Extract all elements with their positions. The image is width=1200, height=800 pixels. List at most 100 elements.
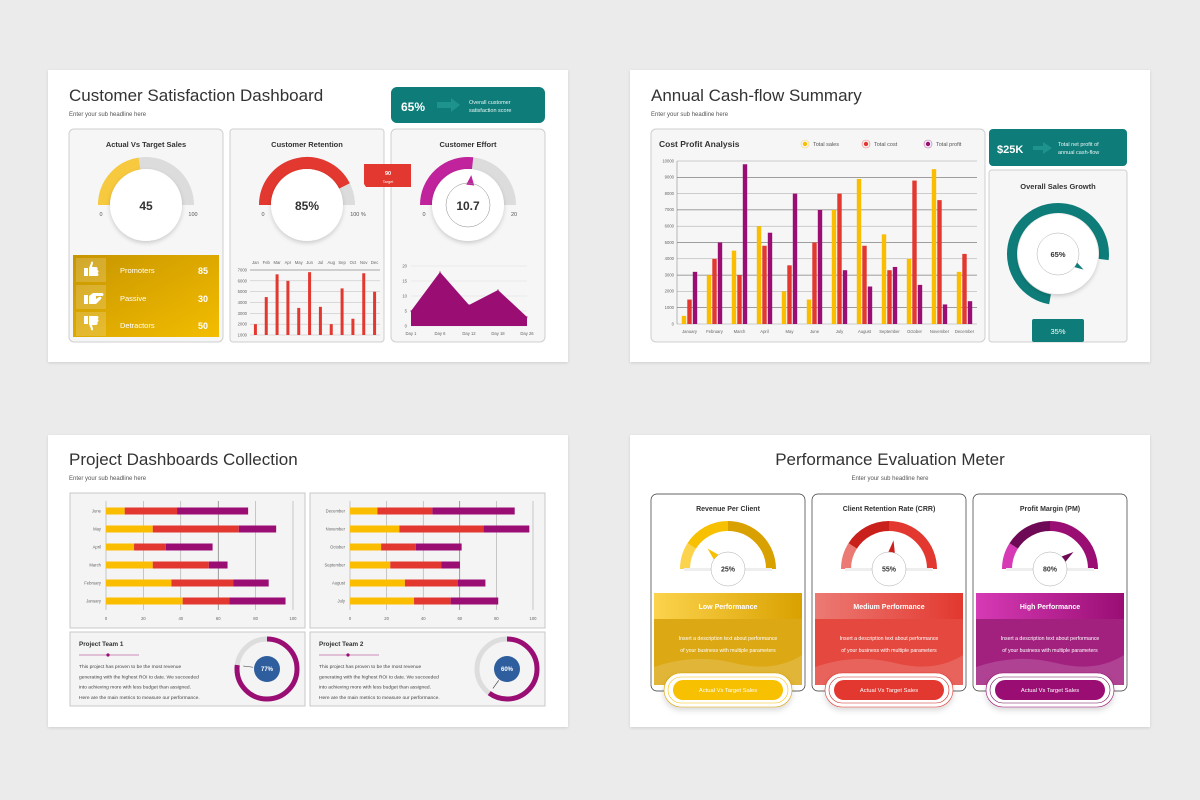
slide-performance[interactable]: Performance Evaluation Meter Enter your … bbox=[630, 435, 1150, 727]
actual-vs-target-button[interactable]: Actual Vs Target Sales bbox=[834, 680, 944, 700]
team-description-line: into achieving more with less budget tha… bbox=[79, 685, 191, 691]
team-description-line: generating with the highest ROI to date.… bbox=[319, 674, 439, 680]
slide-canvas: Annual Cash-flow Summary Enter your sub … bbox=[650, 86, 1128, 343]
gauge-segment bbox=[687, 521, 729, 549]
x-tick-label: Jul bbox=[318, 260, 323, 265]
x-tick-label: February bbox=[706, 329, 724, 334]
thumbs-up-icon bbox=[84, 261, 99, 276]
bar-total-sales bbox=[781, 291, 787, 324]
button-label[interactable]: Actual Vs Target Sales bbox=[860, 688, 918, 694]
x-tick-label: 20 bbox=[141, 616, 146, 621]
level-header bbox=[976, 593, 1124, 619]
data-point bbox=[410, 310, 412, 312]
bar-segment bbox=[350, 597, 415, 605]
y-tick-label: 7000 bbox=[665, 207, 675, 212]
bar-total-profit bbox=[867, 286, 873, 324]
bar-segment bbox=[177, 507, 249, 515]
remaining-value: 35% bbox=[1050, 327, 1065, 336]
button-label[interactable]: Actual Vs Target Sales bbox=[1021, 688, 1079, 694]
legend-marker-ring bbox=[923, 139, 933, 149]
bar-total-profit bbox=[692, 271, 698, 324]
button-body[interactable] bbox=[995, 680, 1105, 700]
team-description-line: This project has proven to be the most r… bbox=[319, 664, 421, 670]
x-tick-label: Mar bbox=[273, 260, 281, 265]
team-title: Project Team 1 bbox=[79, 641, 124, 648]
bar-total-sales bbox=[831, 209, 837, 324]
thumbs-down-icon bbox=[84, 316, 99, 331]
bar-total-profit bbox=[942, 304, 948, 324]
bar-total-profit bbox=[917, 284, 923, 324]
donut-center bbox=[494, 656, 520, 682]
donut-value: 77% bbox=[261, 667, 274, 673]
bar-total-cost bbox=[787, 265, 792, 324]
card-title: Profit Margin (PM) bbox=[1020, 506, 1080, 513]
sales-gauge bbox=[98, 157, 194, 241]
gauge-center bbox=[271, 169, 343, 241]
effort-area bbox=[411, 272, 527, 326]
data-point bbox=[526, 316, 528, 318]
description-line: of your business with multiple parameter… bbox=[680, 648, 776, 654]
bar-total-cost bbox=[812, 242, 817, 324]
bar-segment bbox=[208, 561, 228, 569]
net-profit-line2: annual cash-flow bbox=[1058, 150, 1099, 156]
effort-max: 20 bbox=[511, 212, 517, 218]
actual-vs-target-button[interactable]: Actual Vs Target Sales bbox=[995, 680, 1105, 700]
nps-value: 50 bbox=[198, 321, 208, 331]
sales-gauge-value: 45 bbox=[139, 199, 153, 213]
gauge-value: 25% bbox=[721, 567, 736, 574]
actual-vs-target-button[interactable]: Actual Vs Target Sales bbox=[673, 680, 783, 700]
gauge-fill bbox=[259, 157, 350, 206]
button-body[interactable] bbox=[834, 680, 944, 700]
x-tick-label: Nov bbox=[360, 260, 368, 265]
effort-gauge bbox=[420, 157, 516, 241]
bar-total-cost bbox=[737, 275, 742, 324]
bar-segment bbox=[106, 561, 153, 569]
bar-total-profit bbox=[967, 301, 973, 324]
slide-projects[interactable]: Project Dashboards Collection Enter your… bbox=[48, 435, 568, 727]
panel-chart-1 bbox=[69, 492, 306, 629]
bar-total-profit bbox=[842, 270, 848, 324]
donut-center bbox=[254, 656, 280, 682]
x-tick-label: 0 bbox=[349, 616, 352, 621]
y-tick-label: September bbox=[325, 563, 346, 568]
bar-total-sales bbox=[706, 275, 712, 324]
level-header bbox=[815, 593, 963, 619]
nps-label: Detractors bbox=[120, 321, 155, 330]
score-badge: 65% Overall customer satisfaction score bbox=[391, 87, 545, 123]
net-profit-badge: $25K Total net profit of annual cash-flo… bbox=[989, 129, 1127, 166]
chart-legend: Total sales Total cost Total profit bbox=[800, 139, 962, 149]
bar-segment bbox=[106, 507, 125, 515]
level-header bbox=[654, 593, 802, 619]
retention-bar-chart: 1000 2000 3000 4000 5000 6000 7000 Jan Feb Mar Apr… bbox=[238, 260, 380, 338]
bar-total-profit bbox=[892, 266, 898, 324]
level-label: Low Performance bbox=[699, 604, 758, 611]
bar-total-cost bbox=[687, 299, 692, 324]
data-point bbox=[439, 271, 441, 273]
team-panel-2: Project Team 2 This project has proven to… bbox=[319, 636, 540, 702]
retention-value: 85% bbox=[295, 199, 319, 213]
sales-growth-donut bbox=[1007, 203, 1109, 305]
cost-profit-chart: 0 1000 2000 3000 4000 5000 6000 7000 8000 9000 100… bbox=[662, 158, 977, 334]
x-tick-label: January bbox=[682, 329, 698, 334]
x-tick-label: Apr bbox=[285, 260, 292, 265]
x-tick-label: Day 18 bbox=[491, 331, 505, 336]
button-label[interactable]: Actual Vs Target Sales bbox=[699, 688, 757, 694]
x-tick-label: May bbox=[295, 260, 304, 265]
x-tick-label: 40 bbox=[178, 616, 183, 621]
bar-total-sales bbox=[906, 258, 912, 324]
slide-canvas: Performance Evaluation Meter Enter your … bbox=[650, 450, 1128, 708]
bar-segment bbox=[182, 597, 230, 605]
retention-min: 0 bbox=[261, 212, 264, 218]
slide-cashflow[interactable]: Annual Cash-flow Summary Enter your sub … bbox=[630, 70, 1150, 362]
sales-gauge-title: Actual Vs Target Sales bbox=[106, 140, 186, 149]
donut-arrow-icon bbox=[243, 665, 254, 668]
x-tick-label: 100 bbox=[530, 616, 538, 621]
gauge-segment bbox=[888, 521, 937, 570]
team-description-line: Here are the main metrics to measure our… bbox=[319, 695, 440, 701]
slide-customer-satisfaction[interactable]: Customer Satisfaction Dashboard Enter yo… bbox=[48, 70, 568, 362]
retention-title: Customer Retention bbox=[271, 140, 343, 149]
y-tick-label: 10000 bbox=[662, 158, 674, 163]
button-body[interactable] bbox=[673, 680, 783, 700]
bar-total-sales bbox=[931, 169, 937, 324]
gauge-center bbox=[1032, 551, 1068, 587]
